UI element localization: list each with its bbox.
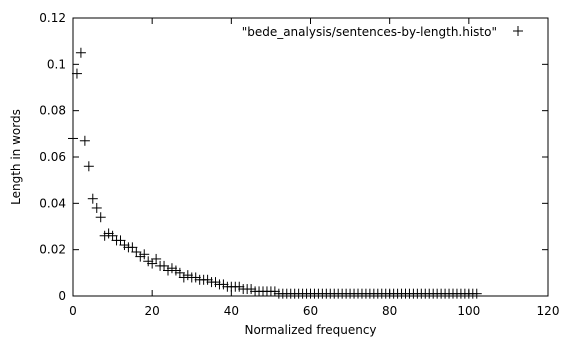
data-points xyxy=(68,47,482,299)
data-point xyxy=(131,246,142,257)
x-tick-label: 40 xyxy=(224,304,239,318)
data-point xyxy=(234,281,245,292)
data-point xyxy=(83,161,94,172)
x-tick-label: 80 xyxy=(382,304,397,318)
y-tick-label: 0.08 xyxy=(39,104,66,118)
data-point xyxy=(127,242,138,253)
data-point xyxy=(87,193,98,204)
data-point xyxy=(107,230,118,241)
data-point xyxy=(166,263,177,274)
y-tick-label: 0.04 xyxy=(39,196,66,210)
data-point xyxy=(159,260,170,271)
x-tick-label: 20 xyxy=(145,304,160,318)
data-point xyxy=(151,253,162,264)
data-point xyxy=(79,135,90,146)
x-tick-label: 100 xyxy=(457,304,480,318)
data-point xyxy=(103,228,114,239)
x-tick-label: 120 xyxy=(537,304,560,318)
x-tick-label: 60 xyxy=(303,304,318,318)
data-point xyxy=(91,202,102,213)
data-point xyxy=(246,284,257,295)
y-tick-label: 0.02 xyxy=(39,243,66,257)
legend-plus-marker xyxy=(513,26,523,36)
x-axis: 0 20 40 60 80 100 120 xyxy=(69,18,559,318)
y-tick-label: 0 xyxy=(58,289,66,303)
y-axis-label: Length in words xyxy=(9,109,23,205)
data-point xyxy=(115,235,126,246)
data-point xyxy=(119,240,130,251)
y-tick-label: 0.12 xyxy=(39,11,66,25)
data-point xyxy=(135,251,146,262)
y-tick-label: 0.1 xyxy=(47,57,66,71)
data-point xyxy=(190,272,201,283)
data-point xyxy=(143,256,154,267)
data-point xyxy=(95,212,106,223)
data-point xyxy=(71,68,82,79)
y-axis: 0 0.02 0.04 0.06 0.08 0.1 0.12 xyxy=(39,11,548,303)
data-point xyxy=(147,258,158,269)
data-point xyxy=(218,279,229,290)
data-point xyxy=(202,274,213,285)
data-point xyxy=(210,277,221,288)
legend-marker xyxy=(513,26,523,36)
data-point xyxy=(471,288,482,299)
data-point xyxy=(139,249,150,260)
data-point xyxy=(182,270,193,281)
legend: "bede_analysis/sentences-by-length.histo… xyxy=(242,25,523,39)
legend-label: "bede_analysis/sentences-by-length.histo… xyxy=(242,25,497,39)
data-point xyxy=(174,267,185,278)
x-tick-label: 0 xyxy=(69,304,77,318)
y-tick-label: 0.06 xyxy=(39,150,66,164)
data-point xyxy=(75,47,86,58)
data-point xyxy=(170,265,181,276)
data-point xyxy=(269,286,280,297)
x-axis-label: Normalized frequency xyxy=(244,323,376,337)
data-point xyxy=(68,133,78,144)
